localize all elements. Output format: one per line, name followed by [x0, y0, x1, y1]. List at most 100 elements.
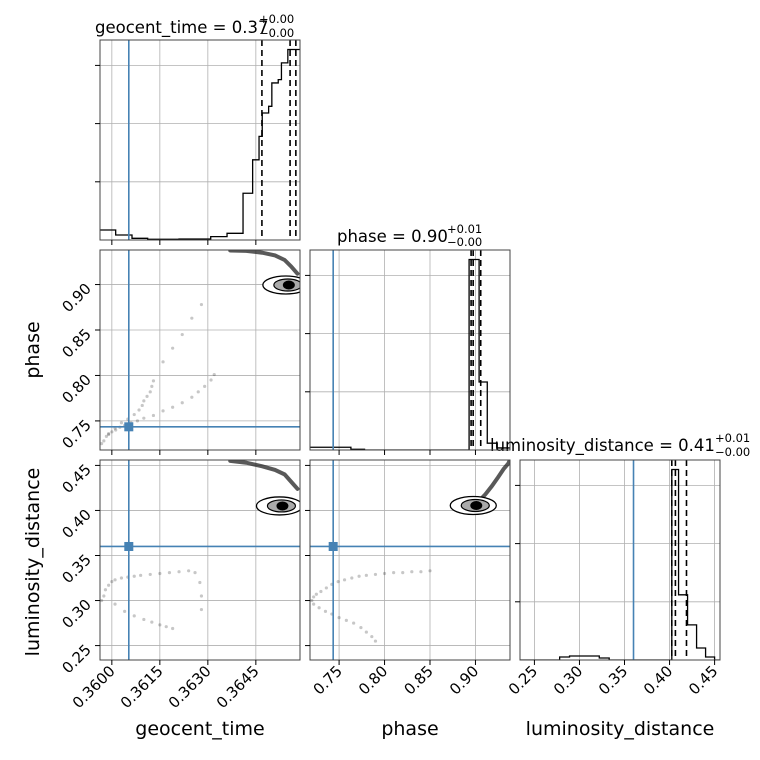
sample-point [401, 571, 405, 575]
phase-vs-geocent-time-panel [100, 250, 300, 450]
sample-point [199, 302, 204, 307]
scatter-phase-geocent-time-frame [99, 249, 301, 451]
sample-point [314, 592, 318, 596]
sample-point [212, 372, 216, 377]
sample-point [344, 618, 348, 622]
tick-label-y-luminosity-distance: 0.35 [58, 551, 94, 587]
distance-histogram-panel [520, 460, 720, 660]
sample-point [312, 595, 316, 599]
scatter-luminosity-distance-phase-frame [309, 459, 511, 661]
sample-point [102, 439, 106, 443]
tick-label-y-luminosity-distance: 0.40 [58, 506, 94, 542]
y-axis-label-distance: luminosity_distance [22, 468, 44, 657]
sample-point [100, 598, 104, 603]
distance-title: luminosity_distance = 0.41 [490, 436, 715, 456]
tick-label-x-luminosity-distance: 0.25 [505, 662, 541, 698]
sample-point [123, 609, 127, 613]
geocent-time-title-minus: −0.00 [259, 26, 294, 40]
tick-label-x-phase: 0.85 [400, 662, 436, 698]
phase-title: phase = 0.90 [337, 227, 448, 246]
sample-point [119, 421, 124, 425]
sample-point [119, 576, 124, 580]
sample-point [350, 576, 354, 580]
histogram-step-phase [310, 258, 510, 450]
sample-point [392, 571, 396, 575]
tick-label-y-luminosity-distance: 0.30 [58, 596, 94, 632]
sample-point [132, 412, 136, 417]
sample-point [158, 623, 162, 627]
sample-point [310, 598, 314, 603]
tick-label-y-luminosity-distance: 0.25 [58, 641, 94, 677]
sample-point [132, 574, 136, 578]
sample-point [140, 403, 144, 408]
sample-point [148, 572, 152, 577]
sample-point [171, 626, 175, 631]
sample-point [324, 586, 328, 590]
sample-point [151, 379, 156, 383]
scatter-luminosity-distance-geocent-time-frame [99, 459, 301, 661]
geocent-time-title: geocent_time = 0.37 [95, 18, 268, 38]
contour-core [276, 501, 289, 511]
sample-point [180, 332, 184, 337]
tick-label-x-phase: 0.80 [355, 662, 391, 698]
tick-label-x-luminosity-distance: 0.35 [595, 662, 631, 698]
sample-point [357, 574, 361, 578]
tick-label-x-geocent-time: 0.3615 [117, 662, 167, 712]
x-axis-label-distance: luminosity_distance [526, 718, 715, 740]
sample-point [203, 384, 207, 388]
sample-point [107, 432, 111, 436]
sample-point [135, 419, 140, 423]
sample-point [428, 569, 432, 573]
sample-point [139, 573, 143, 577]
sample-point [352, 621, 356, 625]
sample-point [148, 390, 152, 394]
distance-title-name: luminosity_distance [490, 436, 654, 456]
sample-point [196, 390, 200, 394]
sample-point [373, 572, 378, 577]
tick-label-y-phase: 0.90 [58, 280, 94, 316]
sample-point [114, 428, 118, 432]
sample-point [364, 630, 368, 634]
sample-point [337, 616, 341, 620]
truth-marker [124, 541, 134, 551]
sample-point [113, 578, 117, 582]
sample-point [150, 384, 154, 388]
tick-label-x-luminosity-distance: 0.40 [640, 662, 676, 698]
sample-point [171, 346, 175, 350]
contour-core [470, 500, 483, 510]
tick-label-x-geocent-time: 0.3645 [213, 662, 263, 712]
sample-point [103, 588, 108, 592]
distance-vs-geocent-time-panel [100, 460, 300, 660]
sample-point [150, 620, 154, 624]
tick-label-x-geocent-time: 0.3630 [165, 662, 215, 712]
sample-point [180, 401, 184, 405]
truth-marker [328, 541, 338, 551]
sample-point [359, 625, 363, 630]
sample-point [107, 583, 111, 587]
sample-point [100, 442, 104, 446]
sample-point [319, 589, 323, 594]
y-axis-label-phase: phase [22, 321, 44, 378]
phase-title-minus: −0.00 [447, 235, 482, 249]
tick-label-y-phase: 0.75 [58, 416, 94, 452]
sample-point [104, 434, 108, 438]
truth-marker [124, 422, 134, 432]
sample-point [171, 405, 175, 409]
sample-point [167, 571, 172, 575]
sample-point [145, 394, 149, 398]
sample-point [158, 571, 162, 576]
sample-point [198, 580, 202, 585]
tick-label-x-luminosity-distance: 0.45 [685, 662, 721, 698]
phase-title-plus: +0.01 [447, 222, 482, 236]
distance-title-value: 0.41 [678, 436, 715, 455]
tick-label-y-phase: 0.85 [58, 325, 94, 361]
phase-title-name: phase [337, 227, 387, 246]
sample-point [209, 378, 213, 382]
sample-point [342, 578, 347, 582]
geocent-time-title-value: 0.37 [232, 18, 269, 37]
sample-point [190, 316, 194, 320]
sample-point [161, 409, 165, 413]
sample-point [142, 416, 146, 420]
tick-label-x-luminosity-distance: 0.30 [550, 662, 586, 698]
